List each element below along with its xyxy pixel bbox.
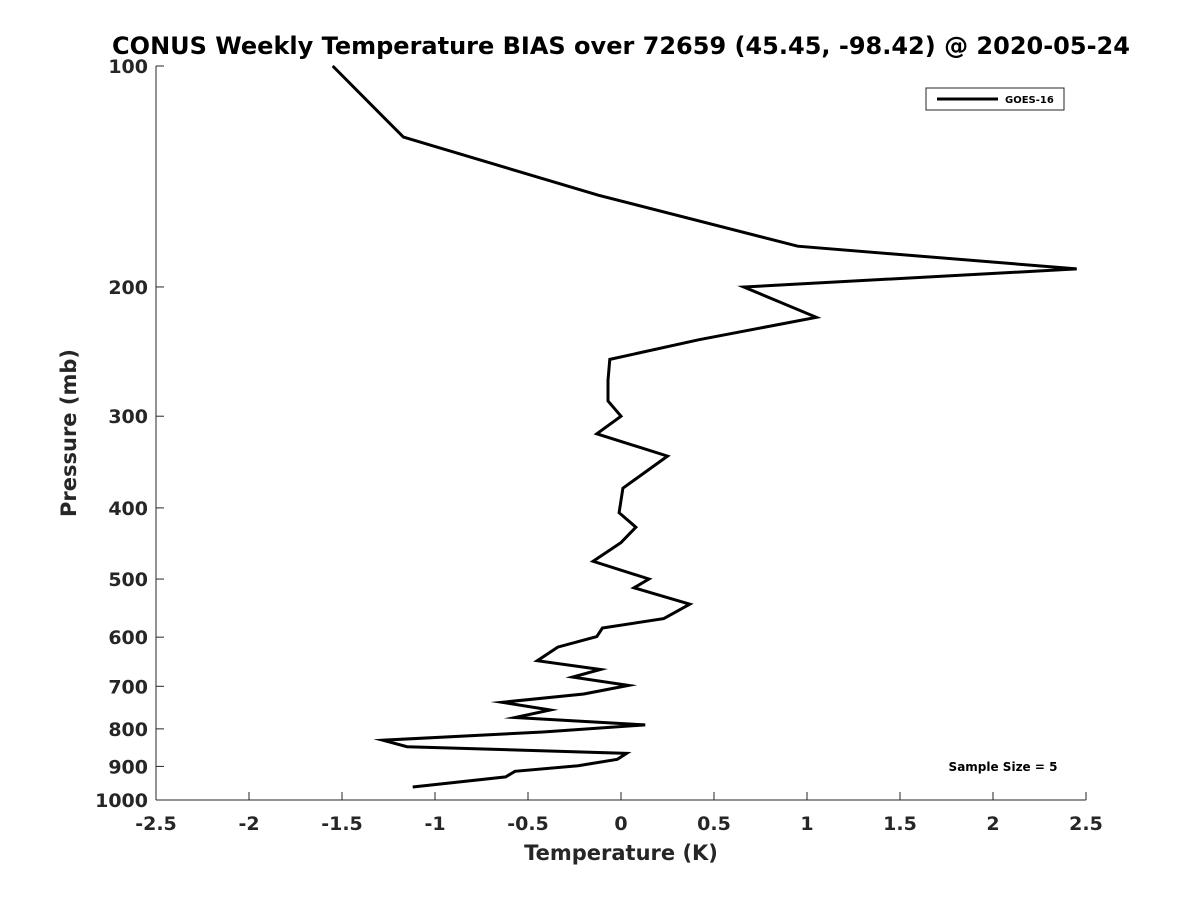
- x-axis-ticks: -2.5 -2 -1.5 -1 -0.5 0 0.5 1 1.5 2 2.5: [135, 792, 1103, 835]
- legend-label: GOES-16: [1005, 95, 1054, 106]
- x-tick-label: -2: [238, 813, 259, 835]
- y-tick-label: 200: [108, 277, 148, 299]
- x-tick-label: -2.5: [135, 813, 177, 835]
- y-tick-label: 400: [108, 498, 148, 520]
- y-tick-label: 100: [108, 56, 148, 78]
- x-tick-label: -1.5: [321, 813, 363, 835]
- chart-title: CONUS Weekly Temperature BIAS over 72659…: [112, 32, 1130, 60]
- y-tick-label: 800: [108, 719, 148, 741]
- y-axis-ticks: 100 200 300 400 500 600 700 800 900 1000: [95, 56, 164, 812]
- x-axis-label: Temperature (K): [524, 841, 718, 865]
- x-tick-label: 0: [614, 813, 627, 835]
- y-tick-label: 900: [108, 756, 148, 778]
- sample-size-annotation: Sample Size = 5: [949, 760, 1058, 774]
- x-tick-label: 1.5: [883, 813, 917, 835]
- x-tick-label: 2.5: [1069, 813, 1103, 835]
- plot-area: [331, 64, 1077, 789]
- x-tick-label: 2: [986, 813, 999, 835]
- series-line: [331, 64, 1077, 789]
- x-tick-label: -1: [424, 813, 445, 835]
- y-tick-label: 700: [108, 676, 148, 698]
- y-axis-label: Pressure (mb): [57, 349, 81, 517]
- y-tick-label: 300: [108, 406, 148, 428]
- x-tick-label: 0.5: [697, 813, 731, 835]
- x-tick-label: 1: [800, 813, 813, 835]
- y-tick-label: 500: [108, 569, 148, 591]
- y-tick-label: 600: [108, 627, 148, 649]
- legend: GOES-16: [925, 87, 1065, 111]
- y-tick-label: 1000: [95, 790, 148, 812]
- x-tick-label: -0.5: [507, 813, 549, 835]
